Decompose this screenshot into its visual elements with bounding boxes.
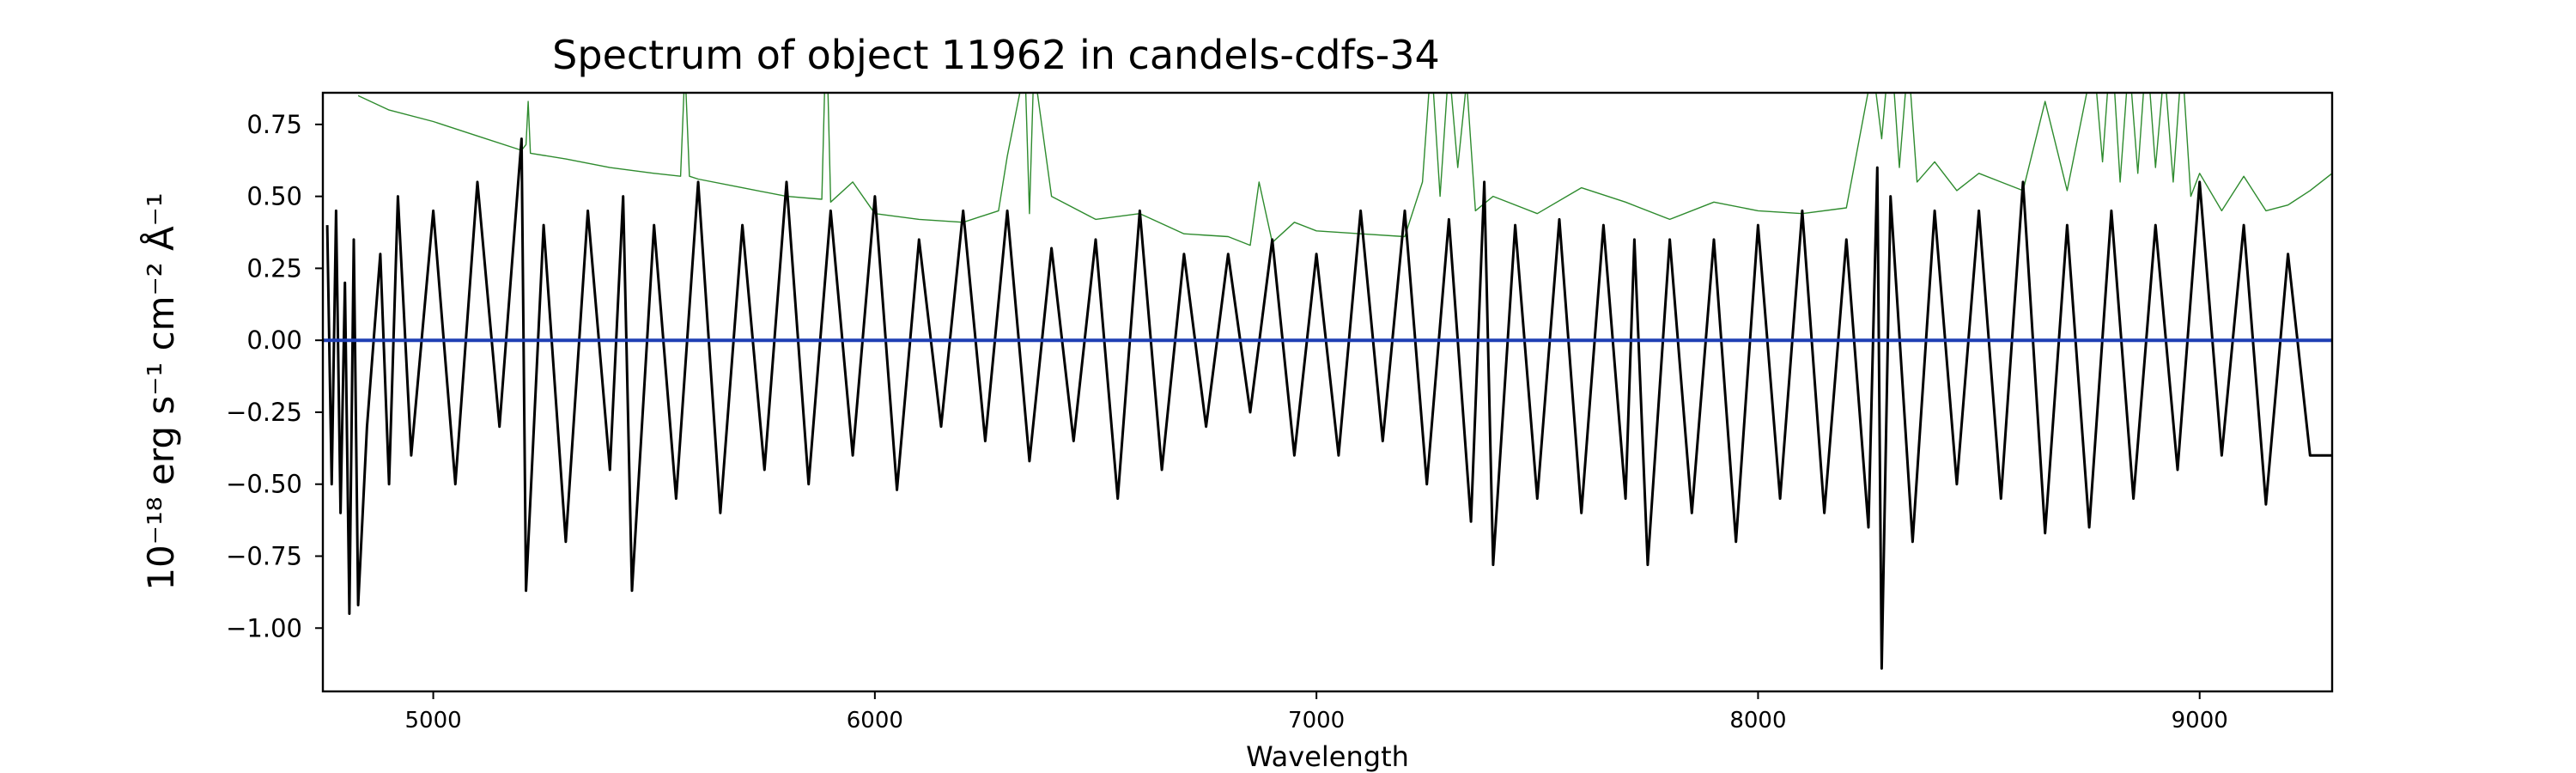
y-tick-label: −0.50 — [226, 470, 302, 499]
x-tick-label: 5000 — [404, 708, 461, 733]
y-tick-label: −0.75 — [226, 542, 302, 571]
y-tick-label: −0.25 — [226, 398, 302, 427]
x-tick-label: 8000 — [1729, 708, 1786, 733]
x-tick-label: 6000 — [847, 708, 903, 733]
x-axis-label: Wavelength — [1246, 740, 1409, 773]
chart-title: Spectrum of object 11962 in candels-cdfs… — [552, 32, 1440, 78]
y-tick-label: 0.50 — [246, 182, 302, 211]
series-line-spectrum — [325, 137, 2332, 670]
y-axis: 0.75 0.50 0.25 0.00 −0.25 −0.50 −0.75 −1.00 — [226, 110, 323, 642]
series-line-noise — [357, 93, 2332, 247]
x-tick-label: 9000 — [2172, 708, 2228, 733]
y-tick-label: 0.25 — [246, 253, 302, 283]
y-axis-label: 10⁻¹⁸ erg s⁻¹ cm⁻² Å⁻¹ — [139, 192, 182, 590]
y-tick-label: 0.75 — [246, 110, 302, 139]
x-axis: 5000 6000 7000 8000 9000 — [404, 691, 2228, 733]
plot-area — [323, 93, 2332, 670]
plot-frame — [321, 91, 2334, 693]
y-tick-label: −1.00 — [226, 613, 302, 642]
y-tick-label: 0.00 — [246, 326, 302, 355]
x-tick-label: 7000 — [1288, 708, 1345, 733]
